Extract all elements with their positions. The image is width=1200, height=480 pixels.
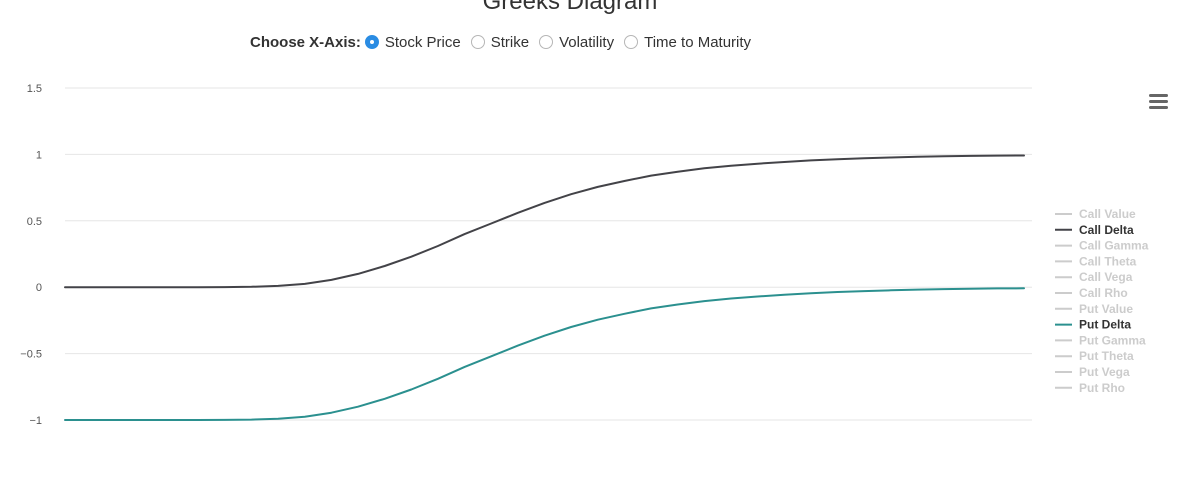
chart-title: Greeks Diagram: [482, 0, 658, 15]
legend-item-put-rho[interactable]: Put Rho: [1079, 381, 1125, 395]
legend-item-call-value[interactable]: Call Value: [1079, 207, 1136, 221]
radio-button-volatility[interactable]: [539, 35, 554, 49]
y-tick-label: 1.5: [27, 83, 42, 95]
x-axis-chooser-label: Choose X-Axis:: [250, 33, 361, 51]
x-axis-chooser: Choose X-Axis: Stock Price Strike Volati…: [250, 31, 761, 53]
menu-bar-icon: [1149, 94, 1168, 97]
radio-label-stock-price: Stock Price: [384, 33, 461, 51]
legend-item-call-theta[interactable]: Call Theta: [1079, 254, 1137, 268]
y-tick-label: 1: [36, 149, 42, 161]
legend-item-put-theta[interactable]: Put Theta: [1079, 349, 1134, 363]
radio-option-stock-price[interactable]: Stock Price: [364, 33, 461, 51]
legend-item-put-vega[interactable]: Put Vega: [1079, 365, 1130, 379]
legend-item-put-delta[interactable]: Put Delta: [1079, 318, 1131, 332]
menu-bar-icon: [1149, 106, 1168, 109]
hamburger-menu-icon[interactable]: [1149, 94, 1168, 110]
series-line-put-delta: [64, 287, 1025, 421]
radio-button-strike[interactable]: [470, 35, 485, 49]
radio-option-time-to-maturity[interactable]: Time to Maturity: [624, 34, 751, 51]
radio-option-strike[interactable]: Strike: [470, 33, 530, 51]
radio-option-volatility[interactable]: Volatility: [539, 34, 614, 51]
radio-button-time-to-maturity[interactable]: [624, 35, 639, 49]
legend-item-put-gamma[interactable]: Put Gamma: [1079, 333, 1146, 347]
legend-item-call-rho[interactable]: Call Rho: [1079, 286, 1128, 300]
radio-label-volatility: Volatility: [559, 33, 615, 51]
series-line-call-delta: [64, 154, 1025, 289]
y-tick-label: 0: [36, 282, 42, 294]
legend-item-call-gamma[interactable]: Call Gamma: [1079, 239, 1149, 253]
legend-item-put-value[interactable]: Put Value: [1079, 302, 1133, 316]
legend-item-call-vega[interactable]: Call Vega: [1079, 270, 1133, 284]
y-tick-label: −1: [29, 415, 42, 427]
legend-item-call-delta[interactable]: Call Delta: [1079, 223, 1134, 237]
radio-label-strike: Strike: [490, 33, 530, 51]
radio-label-time-to-maturity: Time to Maturity: [644, 33, 752, 51]
y-tick-label: −0.5: [20, 349, 42, 361]
y-tick-label: 0.5: [27, 216, 42, 228]
radio-button-stock-price[interactable]: [364, 35, 379, 49]
menu-bar-icon: [1149, 100, 1168, 103]
